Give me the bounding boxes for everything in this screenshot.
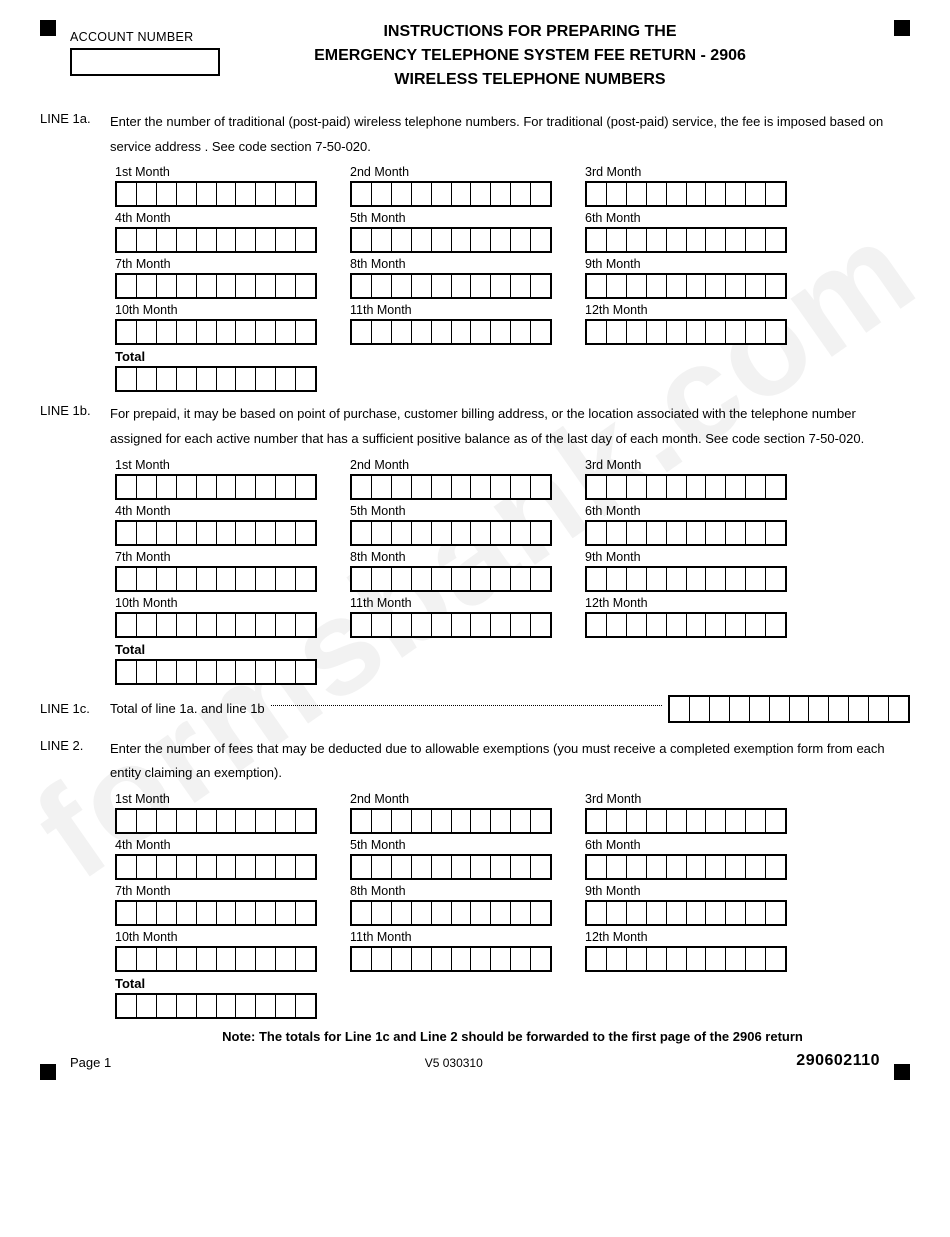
month-input[interactable] [585,181,787,207]
month-label: 9th Month [585,884,790,898]
month-input[interactable] [585,612,787,638]
month-label: 10th Month [115,930,320,944]
total-label: Total [115,642,910,657]
month-label: 11th Month [350,930,555,944]
month-input[interactable] [350,474,552,500]
month-input[interactable] [350,273,552,299]
month-input[interactable] [115,900,317,926]
month-label: 7th Month [115,550,320,564]
line-2-text: Enter the number of fees that may be ded… [110,737,910,786]
total-input[interactable] [115,993,317,1019]
month-input[interactable] [350,227,552,253]
month-label: 7th Month [115,257,320,271]
month-input[interactable] [350,566,552,592]
month-label: 5th Month [350,838,555,852]
month-label: 1st Month [115,458,320,472]
month-input[interactable] [115,808,317,834]
month-label: 4th Month [115,211,320,225]
total-input[interactable] [115,366,317,392]
month-input[interactable] [115,946,317,972]
month-input[interactable] [115,181,317,207]
month-label: 6th Month [585,504,790,518]
form-code: 290602110 [796,1052,880,1070]
month-input[interactable] [115,566,317,592]
month-label: 1st Month [115,165,320,179]
line-2-label: LINE 2. [40,737,110,786]
month-input[interactable] [115,273,317,299]
line-1a-grid: 1st Month 2nd Month 3rd Month 4th Month 5th … [115,165,910,392]
month-label: 2nd Month [350,792,555,806]
total-label: Total [115,349,910,364]
month-input[interactable] [350,520,552,546]
month-label: 8th Month [350,257,555,271]
month-input[interactable] [115,612,317,638]
month-input[interactable] [350,946,552,972]
month-input[interactable] [115,474,317,500]
month-label: 6th Month [585,211,790,225]
month-input[interactable] [350,181,552,207]
month-label: 12th Month [585,303,790,317]
month-label: 5th Month [350,504,555,518]
line-1b-grid: 1st Month 2nd Month 3rd Month 4th Month 5th … [115,458,910,685]
page-number: Page 1 [70,1055,111,1070]
month-input[interactable] [350,319,552,345]
line-1a-label: LINE 1a. [40,110,110,159]
month-input[interactable] [585,227,787,253]
month-label: 6th Month [585,838,790,852]
month-input[interactable] [115,227,317,253]
month-label: 12th Month [585,930,790,944]
month-input[interactable] [585,273,787,299]
version-code: V5 030310 [425,1056,483,1070]
month-input[interactable] [585,566,787,592]
line-2-grid: 1st Month 2nd Month 3rd Month 4th Month 5th … [115,792,910,1019]
month-input[interactable] [585,946,787,972]
month-label: 10th Month [115,303,320,317]
line-1c-text: Total of line 1a. and line 1b [110,701,265,716]
month-input[interactable] [350,808,552,834]
month-label: 10th Month [115,596,320,610]
month-input[interactable] [585,520,787,546]
month-input[interactable] [585,319,787,345]
line-1b-text: For prepaid, it may be based on point of… [110,402,910,451]
month-label: 7th Month [115,884,320,898]
month-label: 2nd Month [350,458,555,472]
month-label: 3rd Month [585,792,790,806]
line-1c-label: LINE 1c. [40,701,110,716]
footer-note: Note: The totals for Line 1c and Line 2 … [115,1029,910,1044]
line-1c-input[interactable] [668,695,910,723]
month-label: 8th Month [350,884,555,898]
month-label: 8th Month [350,550,555,564]
month-input[interactable] [350,612,552,638]
month-input[interactable] [115,854,317,880]
month-label: 9th Month [585,257,790,271]
month-label: 9th Month [585,550,790,564]
month-label: 2nd Month [350,165,555,179]
month-label: 12th Month [585,596,790,610]
month-label: 1st Month [115,792,320,806]
line-1b-label: LINE 1b. [40,402,110,451]
month-label: 4th Month [115,504,320,518]
month-input[interactable] [585,808,787,834]
month-label: 11th Month [350,596,555,610]
leader-dots [271,705,662,706]
line-1a-text: Enter the number of traditional (post-pa… [110,110,910,159]
month-input[interactable] [585,474,787,500]
month-input[interactable] [115,520,317,546]
month-input[interactable] [350,854,552,880]
month-input[interactable] [350,900,552,926]
month-label: 11th Month [350,303,555,317]
page-title: INSTRUCTIONS FOR PREPARING THE EMERGENCY… [150,20,910,92]
total-label: Total [115,976,910,991]
total-input[interactable] [115,659,317,685]
month-label: 3rd Month [585,458,790,472]
month-input[interactable] [585,854,787,880]
month-label: 4th Month [115,838,320,852]
month-input[interactable] [115,319,317,345]
month-label: 5th Month [350,211,555,225]
month-input[interactable] [585,900,787,926]
month-label: 3rd Month [585,165,790,179]
